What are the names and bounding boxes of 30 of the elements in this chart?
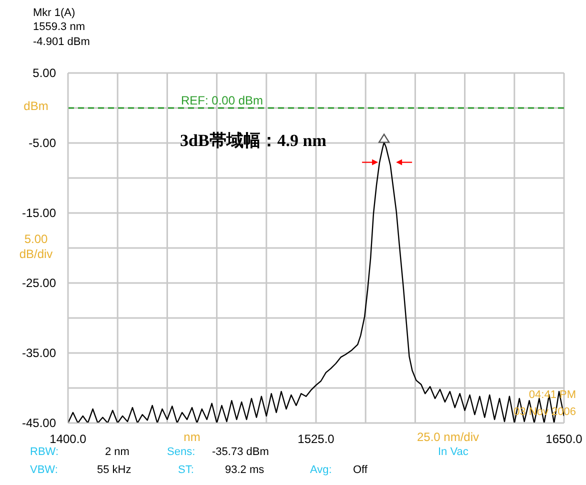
text: 5.00 dB/div [18,232,54,262]
annotation: 04:41 PM [528,388,576,402]
text: dBm [22,99,50,113]
text: 93.2 ms [225,463,264,477]
y-tick-label: -5.00 [28,136,56,150]
text: VBW: [30,463,58,477]
y-tick-label: 5.00 [32,66,56,80]
x-axis-title: nm [182,430,202,444]
y-tick-label: -35.00 [22,346,56,360]
text: ST: [178,463,194,477]
x-tick-label: 1400.0 [50,432,87,446]
text: 1559.3 nm [33,20,85,34]
ref-line-label: REF: 0.00 dBm [181,94,264,108]
text: RBW: [30,445,59,459]
annotation: 3dB帯域幅：4.9 nm [180,131,326,151]
y-tick-label: -25.00 [22,276,56,290]
text: 25.0 nm/div [416,430,480,444]
text: Sens: [167,445,196,459]
text: In Vac [438,445,468,459]
x-tick-label: 1525.0 [298,432,335,446]
text: -35.73 dBm [212,445,269,459]
text: Avg: [310,463,332,477]
text: 55 kHz [97,463,132,477]
text: Mkr 1(A) [33,6,76,20]
text: Off [353,463,368,477]
text: 2 nm [105,445,130,459]
y-tick-label: -15.00 [22,206,56,220]
x-tick-label: 1650.0 [546,432,583,446]
y-tick-label: -45.00 [22,416,56,430]
text: -4.901 dBm [33,35,90,49]
